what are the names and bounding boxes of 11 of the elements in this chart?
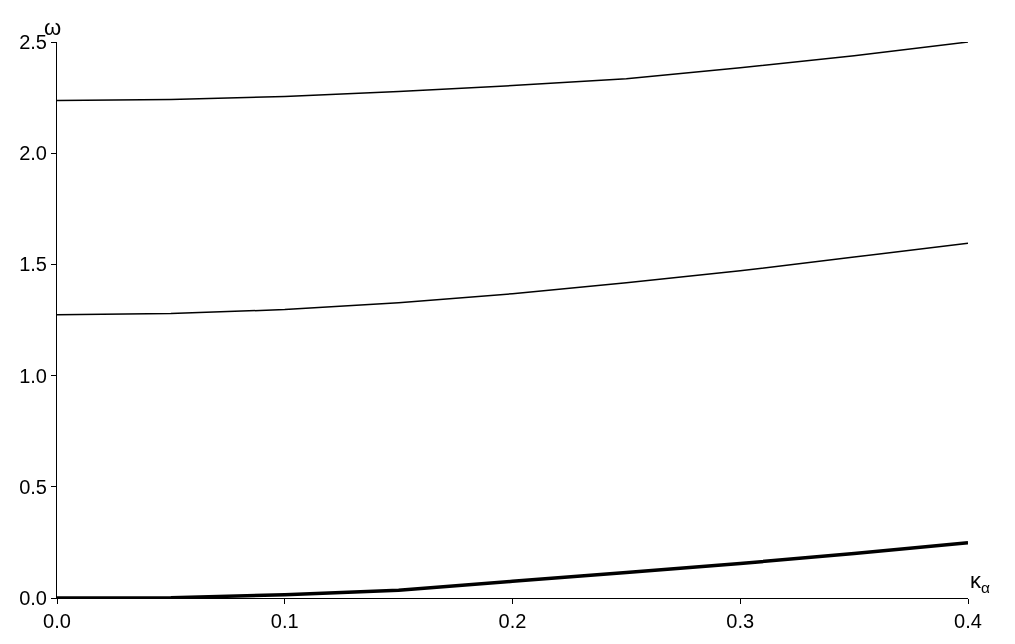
x-tick-label: 0.0 [43,610,71,632]
y-tick-label: 0.0 [19,587,47,609]
x-tick-label: 0.3 [726,610,755,632]
x-tick-label: 0.4 [954,610,982,632]
y-tick-label: 0.5 [19,475,47,498]
y-tick-label: 1.0 [19,364,47,387]
x-tick-label: 0.2 [498,610,527,632]
y-tick-label: 2.0 [19,142,47,165]
y-tick-label: 1.5 [19,253,47,276]
x-tick-label: 0.1 [270,610,299,632]
x-axis-title: κ$_{α}$ [970,568,990,596]
